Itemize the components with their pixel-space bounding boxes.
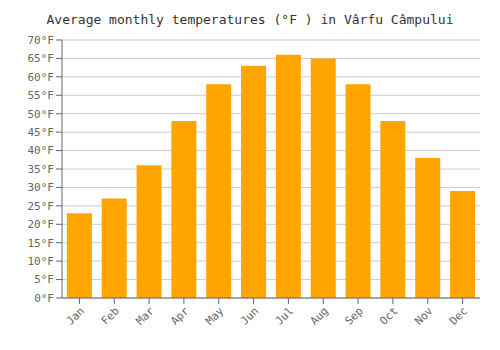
svg-text:15°F: 15°F <box>28 237 55 250</box>
svg-text:60°F: 60°F <box>28 71 55 84</box>
svg-text:5°F: 5°F <box>34 273 54 286</box>
svg-text:Sep: Sep <box>342 304 365 327</box>
svg-text:May: May <box>203 304 227 328</box>
svg-text:Feb: Feb <box>99 304 122 327</box>
svg-text:Apr: Apr <box>168 304 192 328</box>
svg-text:Aug: Aug <box>308 304 331 327</box>
svg-text:30°F: 30°F <box>28 181 55 194</box>
svg-text:Mar: Mar <box>133 304 157 328</box>
svg-text:70°F: 70°F <box>28 34 55 47</box>
svg-text:55°F: 55°F <box>28 89 55 102</box>
svg-text:Nov: Nov <box>412 304 436 328</box>
svg-text:45°F: 45°F <box>28 126 55 139</box>
svg-text:65°F: 65°F <box>28 52 55 65</box>
svg-text:10°F: 10°F <box>28 255 55 268</box>
svg-text:40°F: 40°F <box>28 144 55 157</box>
svg-text:20°F: 20°F <box>28 218 55 231</box>
html-text:Average monthly temperatures (: Average monthly temperatures (°F ) in Vâ… <box>46 12 454 27</box>
svg-text:Dec: Dec <box>447 304 470 327</box>
svg-text:Oct: Oct <box>377 304 400 327</box>
svg-text:Jan: Jan <box>64 304 87 327</box>
svg-text:50°F: 50°F <box>28 108 55 121</box>
svg-text:0°F: 0°F <box>34 292 54 305</box>
svg-text:35°F: 35°F <box>28 163 55 176</box>
svg-text:25°F: 25°F <box>28 200 55 213</box>
svg-text:Jun: Jun <box>238 304 261 327</box>
svg-text:Jul: Jul <box>273 304 296 327</box>
